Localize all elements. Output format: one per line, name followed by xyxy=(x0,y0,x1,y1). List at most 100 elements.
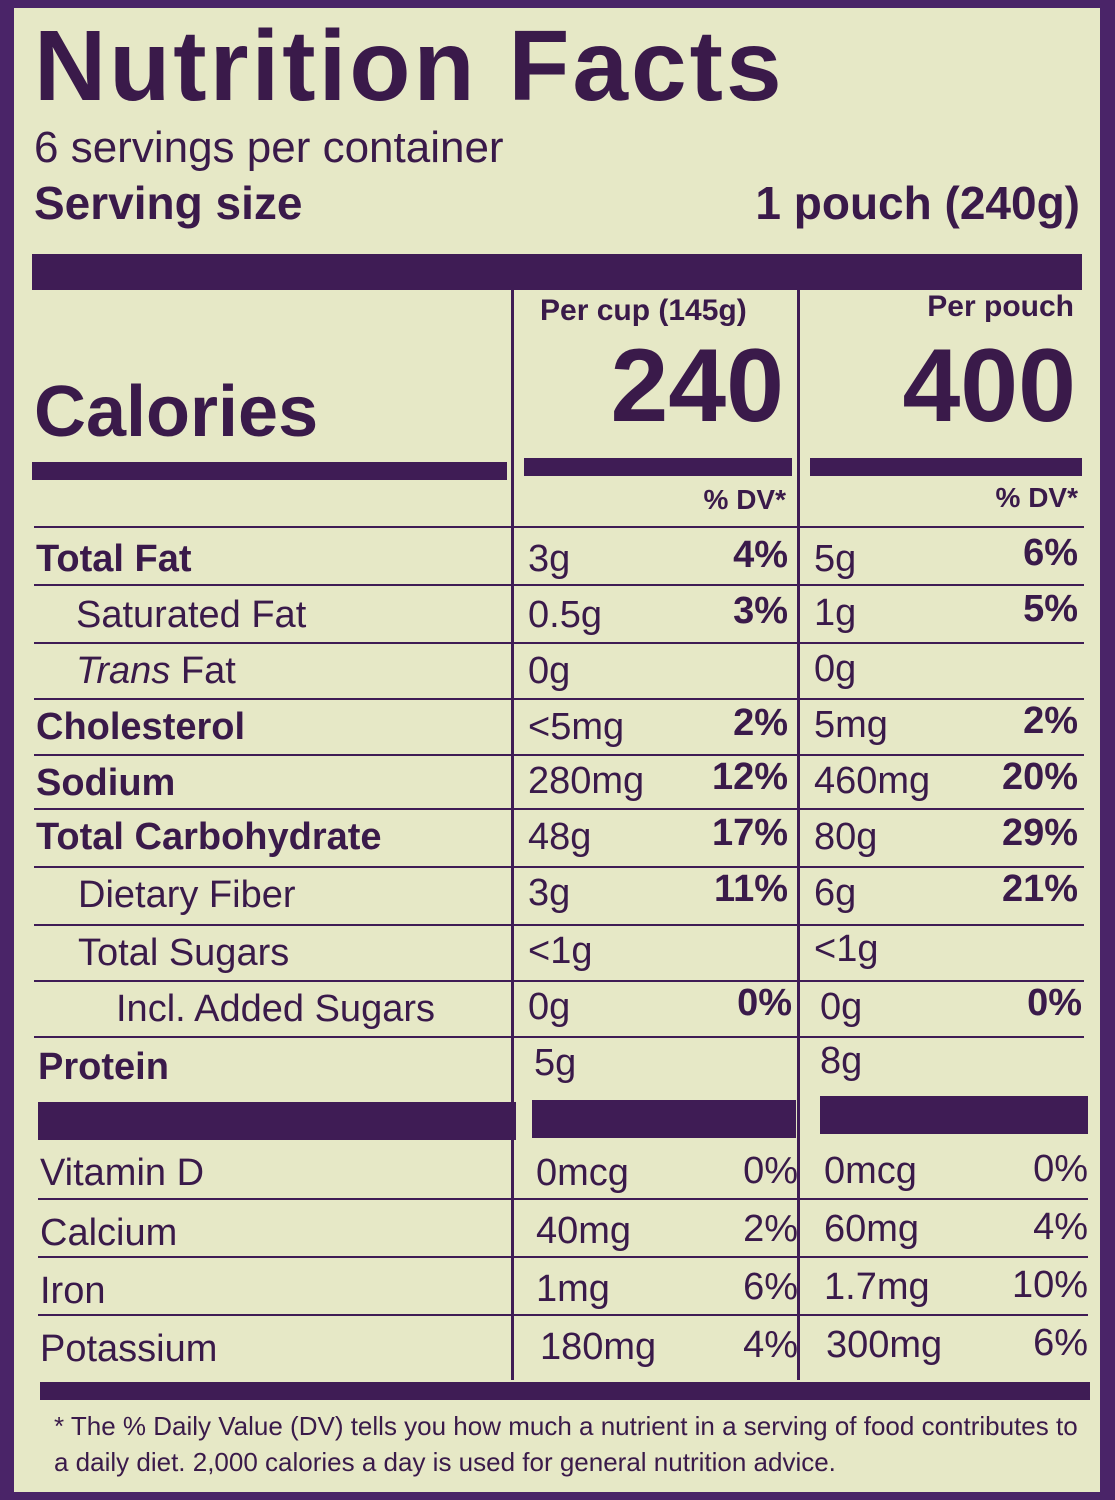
value-cup: 3g xyxy=(528,538,571,580)
label-title: Nutrition Facts xyxy=(34,10,785,122)
label-vitamin-d: Vitamin D xyxy=(40,1152,205,1194)
row-line xyxy=(34,754,1084,756)
row-line xyxy=(34,866,1084,868)
label-iron: Iron xyxy=(40,1270,106,1312)
value-pouch: 1.7mg xyxy=(824,1266,930,1308)
label-calcium: Calcium xyxy=(40,1212,178,1254)
dv-pouch: 29% xyxy=(1001,812,1078,854)
serving-size-value: 1 pouch (240g) xyxy=(755,177,1080,229)
value-cup: <5mg xyxy=(528,706,625,748)
value-pouch: 460mg xyxy=(814,760,931,802)
dv-cup: 4% xyxy=(733,534,788,576)
label-total-carbohydrate: Total Carbohydrate xyxy=(36,816,382,858)
thick-divider-calories-cup xyxy=(524,458,792,476)
dv-pouch: 6% xyxy=(1033,1322,1088,1364)
value-cup: 48g xyxy=(528,816,592,858)
dv-cup: 4% xyxy=(743,1324,798,1366)
dv-cup: 2% xyxy=(733,702,788,744)
calories-per-cup: 240 xyxy=(610,328,784,444)
thick-divider-vitamins-cup xyxy=(532,1100,796,1138)
row-line xyxy=(34,526,1084,528)
row-line xyxy=(34,808,1084,810)
value-pouch: 0g xyxy=(820,986,863,1028)
row-line xyxy=(34,924,1084,926)
dv-cup: 6% xyxy=(743,1266,798,1308)
nutrition-facts-label: Nutrition Facts 6 servings per container… xyxy=(14,8,1100,1492)
row-line xyxy=(34,1036,1084,1038)
dv-pouch: 0% xyxy=(1033,1148,1088,1190)
value-cup: 0g xyxy=(528,986,571,1028)
dv-cup: 17% xyxy=(711,812,788,854)
thick-divider-top xyxy=(32,254,1082,290)
dv-cup: 0% xyxy=(743,1150,798,1192)
dv-pouch: 20% xyxy=(1001,756,1078,798)
value-pouch: 8g xyxy=(820,1040,863,1082)
label-protein: Protein xyxy=(38,1046,169,1088)
value-pouch: <1g xyxy=(814,928,879,970)
per-pouch-header: Per pouch xyxy=(927,290,1074,323)
thick-divider-vitamins-pouch xyxy=(820,1096,1088,1134)
dv-pouch: 0% xyxy=(1027,982,1082,1024)
dv-header-pouch: % DV* xyxy=(995,482,1078,513)
value-cup: 180mg xyxy=(540,1326,657,1368)
value-cup: 0.5g xyxy=(528,594,602,636)
value-pouch: 1g xyxy=(814,592,857,634)
dv-cup: 0% xyxy=(737,982,792,1024)
value-cup: 0g xyxy=(528,650,571,692)
value-pouch: 60mg xyxy=(824,1208,920,1250)
dv-pouch: 4% xyxy=(1033,1206,1088,1248)
value-cup: 280mg xyxy=(528,760,645,802)
row-line xyxy=(38,1256,1088,1258)
thick-divider-calories-pouch xyxy=(810,458,1082,476)
dv-cup: 3% xyxy=(733,590,788,632)
dv-pouch: 6% xyxy=(1023,532,1078,574)
label-cholesterol: Cholesterol xyxy=(36,706,246,748)
row-line xyxy=(34,698,1084,700)
calories-per-pouch: 400 xyxy=(902,328,1076,444)
value-cup: 1mg xyxy=(536,1268,610,1310)
row-line xyxy=(34,980,1084,982)
dv-cup: 11% xyxy=(714,868,788,910)
label-dietary-fiber: Dietary Fiber xyxy=(78,874,296,916)
label-sodium: Sodium xyxy=(36,762,176,804)
label-added-sugars: Incl. Added Sugars xyxy=(116,988,435,1030)
label-potassium: Potassium xyxy=(40,1328,218,1370)
thick-divider-bottom xyxy=(40,1382,1090,1400)
row-line xyxy=(34,642,1084,644)
value-pouch: 5g xyxy=(814,538,857,580)
label-total-fat: Total Fat xyxy=(36,538,192,580)
dv-pouch: 2% xyxy=(1023,700,1078,742)
value-pouch: 5mg xyxy=(814,704,888,746)
row-line xyxy=(38,1314,1088,1316)
column-divider-2 xyxy=(797,290,800,1380)
daily-value-footnote: * The % Daily Value (DV) tells you how m… xyxy=(54,1411,1078,1477)
value-pouch: 0g xyxy=(814,648,857,690)
value-cup: 3g xyxy=(528,872,571,914)
trans-rest-text: Fat xyxy=(170,650,236,692)
dv-cup: 12% xyxy=(711,756,788,798)
thick-divider-calories-label xyxy=(32,462,507,480)
dv-pouch: 5% xyxy=(1023,588,1078,630)
trans-italic-text: Trans xyxy=(76,650,171,692)
row-line xyxy=(38,1198,1088,1200)
value-cup: <1g xyxy=(528,930,593,972)
calories-label: Calories xyxy=(34,372,319,452)
value-pouch: 300mg xyxy=(826,1324,943,1366)
per-cup-header: Per cup (145g) xyxy=(540,294,747,327)
dv-cup: 2% xyxy=(743,1208,798,1250)
value-cup: 40mg xyxy=(536,1210,632,1252)
label-trans-fat: Trans Fat xyxy=(76,652,236,690)
label-saturated-fat: Saturated Fat xyxy=(76,594,307,636)
dv-header-cup: % DV* xyxy=(703,484,786,515)
dv-pouch: 21% xyxy=(1001,868,1078,910)
servings-per-container: 6 servings per container xyxy=(34,123,504,172)
value-pouch: 80g xyxy=(814,816,878,858)
value-pouch: 0mcg xyxy=(824,1150,917,1192)
value-cup: 0mcg xyxy=(536,1152,629,1194)
row-line xyxy=(34,584,1084,586)
value-pouch: 6g xyxy=(814,872,857,914)
value-cup: 5g xyxy=(534,1042,577,1084)
serving-size-label: Serving size xyxy=(34,177,303,229)
label-total-sugars: Total Sugars xyxy=(78,932,290,974)
dv-pouch: 10% xyxy=(1011,1264,1088,1306)
